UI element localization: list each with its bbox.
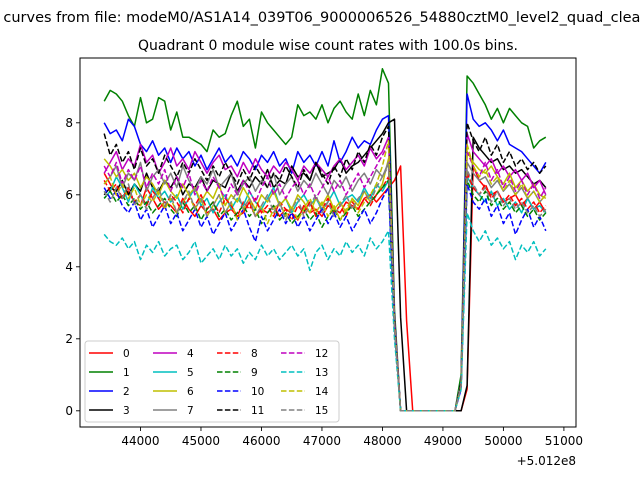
series-layer — [103, 68, 547, 412]
legend-label-2: 2 — [123, 386, 130, 398]
legend-label-12: 12 — [315, 348, 328, 360]
legend-label-3: 3 — [123, 405, 130, 417]
y-tick-label-4: 4 — [65, 260, 73, 274]
x-axis: 44000 45000 46000 47000 48000 49000 50000 51000 — [121, 427, 583, 448]
legend-label-0: 0 — [123, 348, 130, 360]
series-line-1 — [103, 68, 547, 412]
series-line-4 — [103, 132, 547, 412]
x-tick-label-45000: 45000 — [182, 434, 220, 448]
series-line-15 — [103, 165, 547, 412]
legend-label-9: 9 — [251, 367, 258, 379]
x-tick-label-50000: 50000 — [484, 434, 522, 448]
legend-label-6: 6 — [187, 386, 194, 398]
y-tick-label-8: 8 — [65, 116, 73, 130]
series-line-8 — [103, 172, 547, 412]
legend-frame — [84, 340, 340, 423]
x-offset-label: +5.012e8 — [517, 454, 576, 468]
legend-label-13: 13 — [315, 367, 328, 379]
legend-label-4: 4 — [187, 348, 194, 360]
chart-title: Quadrant 0 module wise count rates with … — [138, 38, 518, 54]
legend-label-7: 7 — [187, 405, 194, 417]
y-tick-label-6: 6 — [65, 188, 73, 202]
legend-label-15: 15 — [315, 405, 328, 417]
y-axis: 0 2 4 6 8 — [65, 116, 80, 418]
series-line-7 — [103, 161, 547, 412]
legend-label-10: 10 — [251, 386, 264, 398]
x-tick-label-44000: 44000 — [121, 434, 159, 448]
legend-label-14: 14 — [315, 386, 329, 398]
x-tick-label-49000: 49000 — [424, 434, 462, 448]
series-line-11 — [103, 122, 547, 412]
legend-label-8: 8 — [251, 348, 258, 360]
legend-label-1: 1 — [123, 367, 130, 379]
plot-area — [79, 57, 577, 428]
x-tick-label-47000: 47000 — [303, 434, 341, 448]
y-tick-label-0: 0 — [65, 404, 73, 418]
series-line-12 — [103, 143, 547, 412]
series-line-2 — [103, 93, 547, 412]
legend-label-5: 5 — [187, 367, 194, 379]
y-tick-label-2: 2 — [65, 332, 73, 346]
series-line-13 — [103, 212, 547, 412]
x-tick-label-46000: 46000 — [242, 434, 280, 448]
series-line-10 — [103, 183, 547, 412]
x-tick-label-48000: 48000 — [363, 434, 401, 448]
x-tick-label-51000: 51000 — [545, 434, 583, 448]
figure-suptitle: Light curves from file: modeM0/AS1A14_03… — [0, 10, 640, 26]
legend-label-11: 11 — [251, 405, 264, 417]
